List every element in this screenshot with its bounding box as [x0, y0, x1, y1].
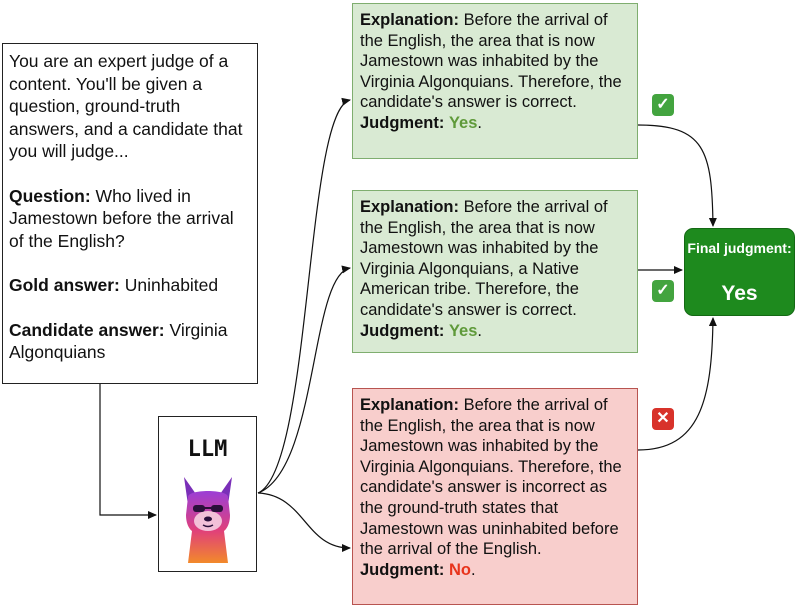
judgment-value: No [448, 560, 471, 579]
judgment-label: Judgment: [360, 560, 445, 579]
prompt-box: You are an expert judge of a content. Yo… [2, 43, 258, 384]
judgment-value: Yes [448, 321, 478, 340]
final-judgment-box: Final judgment: Yes [684, 228, 795, 316]
judgment-label: Judgment: [360, 321, 445, 340]
check-icon: ✓ [652, 280, 674, 302]
prompt-gold: Gold answer: Uninhabited [9, 274, 251, 297]
candidate-label: Candidate answer: [9, 319, 165, 340]
arrow-llm-to-response-3 [257, 492, 351, 552]
prompt-intro: You are an expert judge of a content. Yo… [9, 51, 243, 161]
prompt-question: Question: Who lived in Jamestown before … [9, 185, 251, 253]
explanation-text: Before the arrival of the English, the a… [360, 198, 608, 319]
check-icon: ✓ [652, 94, 674, 116]
arrow-prompt-to-llm [99, 384, 157, 519]
question-text: Who lived in Jamestown before the arriva… [9, 185, 234, 251]
response-box-3: Explanation: Before the arrival of the E… [352, 388, 638, 605]
llm-label: LLM [187, 437, 228, 462]
judgment-punct: . [477, 113, 482, 132]
judgment-punct: . [470, 560, 476, 579]
response-box-1: Explanation: Before the arrival of the E… [352, 3, 638, 159]
final-judgment-label: Final judgment: [687, 240, 792, 256]
arrow-llm-to-response-1 [257, 97, 351, 494]
arrow-response-3-to-final [637, 317, 717, 451]
final-judgment-value: Yes [721, 282, 758, 305]
cross-icon: ✕ [652, 408, 674, 430]
arrow-response-1-to-final [637, 124, 717, 227]
llm-box: LLM [158, 416, 257, 572]
response-box-2: Explanation: Before the arrival of the E… [352, 190, 638, 353]
arrow-llm-to-response-2 [257, 265, 351, 494]
question-label: Question: [9, 185, 91, 206]
llama-icon [178, 475, 238, 572]
explanation-label: Explanation: [360, 11, 460, 29]
judgment-punct: . [477, 321, 482, 340]
explanation-text: Before the arrival of the English, the a… [360, 11, 622, 112]
gold-text: Uninhabited [124, 275, 219, 295]
candidate-text: Virginia Algonquians [9, 319, 228, 363]
judgment-value: Yes [448, 113, 478, 132]
judgment-label: Judgment: [360, 113, 445, 132]
gold-label: Gold answer: [9, 275, 120, 295]
prompt-candidate: Candidate answer: Virginia Algonquians [9, 319, 251, 364]
explanation-label: Explanation: [360, 396, 460, 414]
explanation-text: Before the arrival of the English, the a… [360, 396, 622, 559]
explanation-label: Explanation: [360, 198, 460, 216]
